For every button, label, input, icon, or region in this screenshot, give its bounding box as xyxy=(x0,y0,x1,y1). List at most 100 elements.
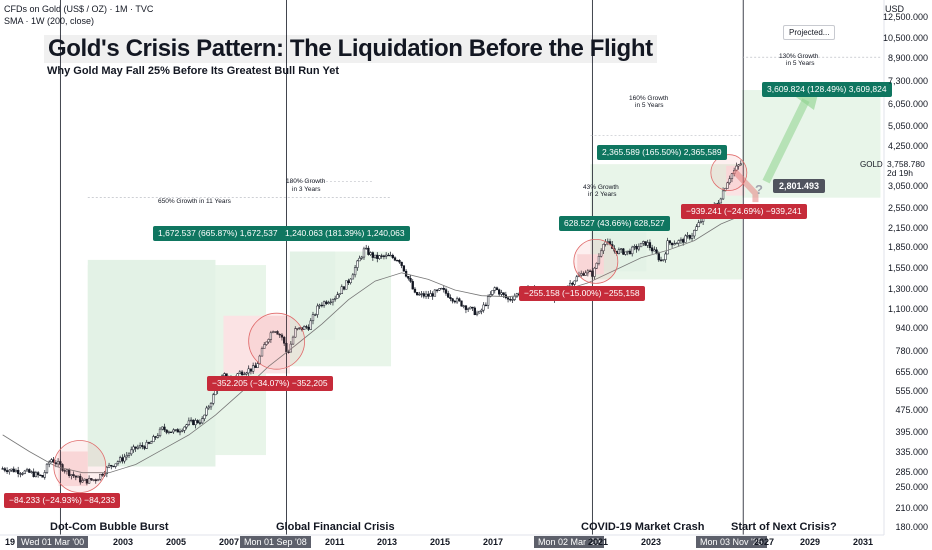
x-tick-label: 2003 xyxy=(113,537,134,547)
drop-badge-next: −939.241 (−24.69%) −939,241 xyxy=(681,204,807,219)
candle-body xyxy=(458,298,461,302)
candle-body xyxy=(123,456,126,462)
growth-note-5b: in 5 Years xyxy=(786,60,815,67)
candle-body xyxy=(107,464,111,468)
growth-note-4a: 160% Growth xyxy=(629,95,669,102)
candle-body xyxy=(367,247,370,255)
candle-body xyxy=(176,429,179,433)
candle-body xyxy=(41,475,44,478)
x-tick-label: 2011 xyxy=(325,537,345,547)
x-tick-label: 2023 xyxy=(641,537,662,547)
candle-body xyxy=(719,198,723,204)
y-tick-label: 12,500.000 xyxy=(882,11,928,22)
candle-body xyxy=(214,390,217,396)
date-marker-2008: Mon 01 Sep '08 xyxy=(240,536,311,548)
candle-body xyxy=(161,426,164,430)
drop-badge-gfc: −352.205 (−34.07%) −352,205 xyxy=(207,376,333,391)
candle-body xyxy=(730,173,734,179)
candle-body xyxy=(447,293,450,298)
growth-note-1: 650% Growth in 11 Years xyxy=(158,198,231,205)
question-mark: ? xyxy=(755,182,763,197)
candle-body xyxy=(165,429,168,433)
candle-body xyxy=(209,403,213,408)
candle-body xyxy=(699,221,703,223)
x-tick-label: 19 xyxy=(5,537,16,547)
candle-body xyxy=(382,255,386,257)
y-tick-label: 2,150.000 xyxy=(887,223,928,234)
candle-body xyxy=(515,293,519,297)
candle-body xyxy=(134,446,137,449)
candle-body xyxy=(433,289,437,297)
candle-body xyxy=(467,308,470,310)
candle-body xyxy=(167,431,171,433)
candle-body xyxy=(416,292,419,296)
candle-body xyxy=(302,326,306,331)
y-tick-label: 3,050.000 xyxy=(887,181,928,192)
candle-body xyxy=(411,281,414,290)
candle-body xyxy=(223,373,226,377)
candle-body xyxy=(85,478,89,484)
candle-body xyxy=(342,286,346,290)
sma-legend[interactable]: SMA · 1W (200, close) xyxy=(4,16,95,26)
currency-label[interactable]: USD xyxy=(884,4,904,14)
candle-body xyxy=(138,445,142,448)
candle-body xyxy=(269,332,273,340)
candle-body xyxy=(464,305,468,310)
candle-body xyxy=(679,239,683,241)
candle-body xyxy=(145,441,148,449)
sma-line xyxy=(2,214,743,474)
event-label-dotcom: Dot-Com Bubble Burst xyxy=(50,521,169,533)
candle-body xyxy=(50,459,53,463)
candle-body xyxy=(28,469,31,473)
growth-note-4b: in 5 Years xyxy=(635,102,664,109)
y-tick-label: 1,100.000 xyxy=(887,304,928,315)
candle-body xyxy=(45,463,49,473)
candle-body xyxy=(513,296,516,300)
candle-body xyxy=(422,293,425,297)
candle-body xyxy=(586,270,590,274)
candle-body xyxy=(639,242,643,248)
candle-body xyxy=(429,293,432,297)
candle-body xyxy=(347,280,350,284)
candle-body xyxy=(427,293,430,297)
candle-body xyxy=(371,252,374,258)
candle-body xyxy=(59,461,62,465)
candle-body xyxy=(309,320,312,330)
candle-body xyxy=(595,262,598,269)
candle-body xyxy=(19,473,22,475)
candle-body xyxy=(493,287,496,291)
chart-subtitle: Why Gold May Fall 25% Before Its Greates… xyxy=(47,65,339,77)
candle-body xyxy=(626,250,629,253)
candle-body xyxy=(65,469,69,472)
candle-body xyxy=(495,287,499,290)
candle-body xyxy=(21,473,24,475)
candle-body xyxy=(631,246,634,255)
candle-body xyxy=(697,222,700,227)
y-tick-label: 210.000 xyxy=(895,503,928,514)
y-tick-label: 335.000 xyxy=(895,447,928,458)
candle-body xyxy=(502,292,505,295)
candle-body xyxy=(249,368,253,372)
y-tick-label: 4,250.000 xyxy=(887,141,928,152)
candle-body xyxy=(491,290,494,295)
candle-body xyxy=(351,274,355,280)
candle-body xyxy=(201,418,204,424)
candle-body xyxy=(298,327,301,329)
candle-body xyxy=(81,480,84,483)
chart-title: Gold's Crisis Pattern: The Liquidation B… xyxy=(44,35,657,63)
candle-body xyxy=(274,331,277,333)
drop-badge-covid: −255.158 (−15.00%) −255,158 xyxy=(519,286,645,301)
x-tick-label: 2031 xyxy=(853,537,874,547)
candle-body xyxy=(296,328,299,330)
projected-low-tag: 2,801.493 xyxy=(773,179,826,193)
candle-body xyxy=(675,242,678,245)
candle-body xyxy=(291,336,295,345)
y-tick-label: 555.000 xyxy=(895,386,928,397)
bar-countdown: 2d 19h xyxy=(887,168,913,178)
candle-body xyxy=(409,278,412,282)
candle-body xyxy=(650,247,654,252)
gain-badge-projected: 3,609.824 (128.49%) 3,609,824 xyxy=(762,82,892,97)
candle-body xyxy=(198,422,202,424)
candle-body xyxy=(449,297,452,299)
